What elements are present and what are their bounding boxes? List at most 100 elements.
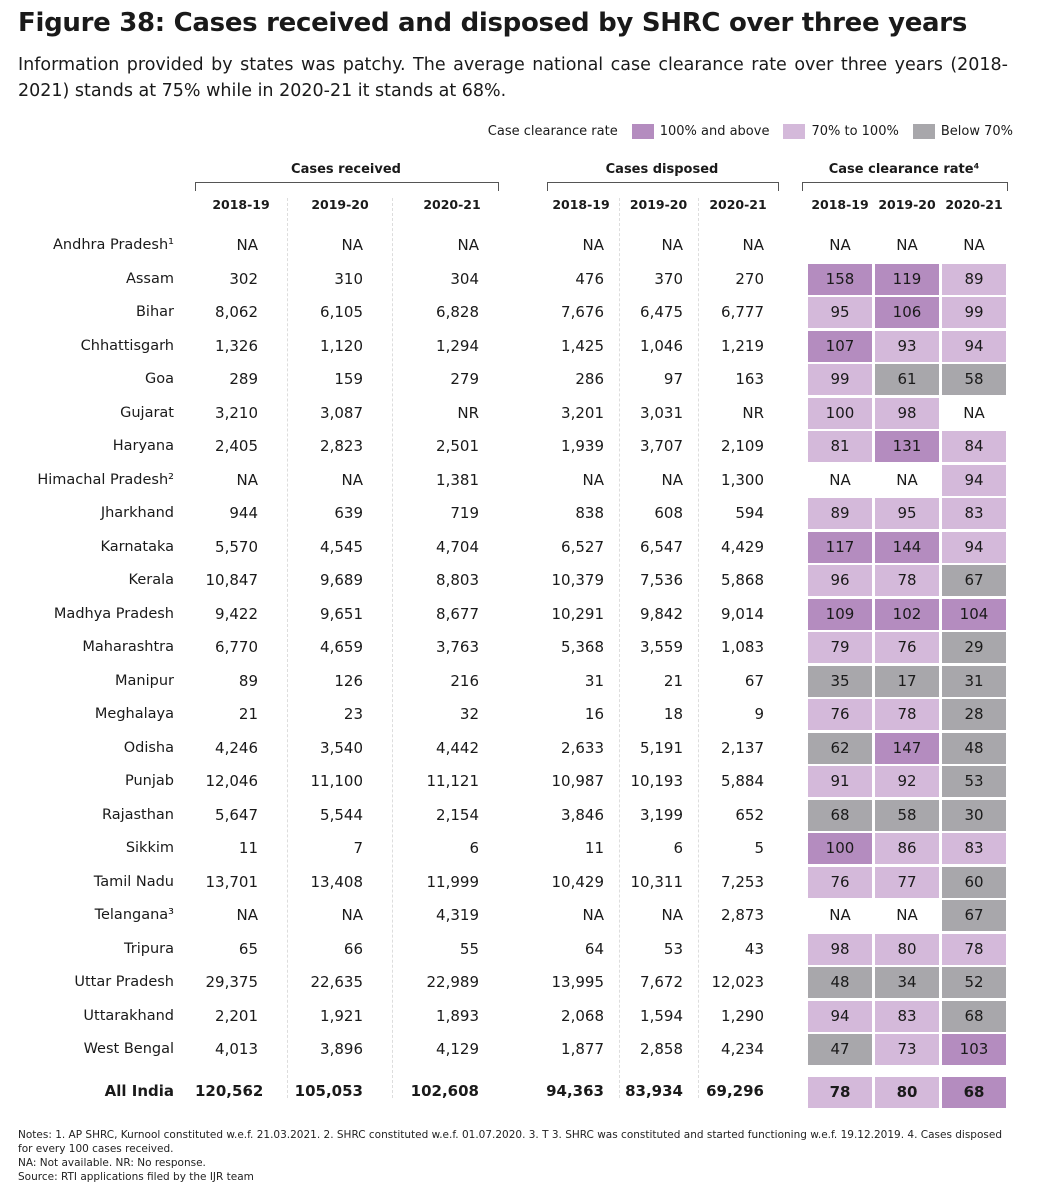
clearance-rate-cell: 107 bbox=[808, 330, 872, 362]
group-bracket bbox=[195, 182, 499, 191]
cases-received-cell: 1,893 bbox=[436, 1006, 479, 1025]
cases-received-cell: 10,847 bbox=[205, 571, 259, 589]
year-header: 2018-19 bbox=[552, 197, 610, 212]
state-name: Sikkim bbox=[125, 840, 174, 856]
year-header: 2020-21 bbox=[709, 197, 767, 212]
cases-disposed-cell: 21 bbox=[663, 671, 683, 690]
clearance-rate-cell: 117 bbox=[808, 531, 872, 563]
cases-disposed-cell: 16 bbox=[584, 705, 604, 723]
cases-disposed-cell: 1,877 bbox=[561, 1040, 604, 1058]
clearance-rate-cell: 53 bbox=[942, 766, 1006, 797]
cases-received-cell: 3,210 bbox=[215, 403, 258, 422]
clearance-rate-cell: 94 bbox=[808, 1000, 872, 1032]
clearance-rate-cell: 28 bbox=[942, 699, 1006, 730]
cases-disposed-cell: 13,995 bbox=[551, 973, 605, 991]
state-name: Uttar Pradesh bbox=[74, 974, 174, 990]
cases-disposed-cell: NA bbox=[582, 236, 604, 254]
clearance-rate-cell: 86 bbox=[875, 833, 939, 864]
clearance-rate-cell: 30 bbox=[942, 799, 1006, 831]
cases-received-cell: 55 bbox=[459, 939, 479, 958]
state-name: Gujarat bbox=[120, 404, 174, 421]
clearance-rate-cell: NA bbox=[896, 236, 918, 254]
clearance-rate-cell: 94 bbox=[942, 464, 1006, 496]
cases-disposed-cell: 1,425 bbox=[561, 336, 604, 355]
state-name: Manipur bbox=[115, 672, 174, 689]
cases-disposed-cell: 2,633 bbox=[561, 738, 604, 757]
cases-received-cell: 120,562 bbox=[195, 1082, 264, 1100]
cases-disposed-cell: 10,379 bbox=[551, 571, 605, 589]
clearance-rate-cell: 91 bbox=[808, 766, 872, 797]
legend-label-mid: 70% to 100% bbox=[811, 124, 899, 139]
cases-received-cell: 2,823 bbox=[320, 437, 363, 455]
clearance-rate-cell: 79 bbox=[808, 632, 872, 663]
clearance-rate-cell: 84 bbox=[942, 431, 1006, 462]
clearance-rate-cell: 68 bbox=[808, 799, 872, 831]
cases-received-cell: 719 bbox=[450, 504, 479, 522]
cases-received-cell: 21 bbox=[238, 705, 258, 723]
clearance-rate-cell: 144 bbox=[875, 531, 939, 563]
clearance-rate-cell: 99 bbox=[808, 364, 872, 395]
cases-disposed-cell: 53 bbox=[663, 939, 683, 958]
cases-received-cell: NA bbox=[236, 236, 258, 254]
cases-disposed-cell: 9,842 bbox=[640, 604, 683, 623]
clearance-rate-cell: 76 bbox=[808, 866, 872, 898]
clearance-rate-cell: 119 bbox=[875, 263, 939, 295]
cases-disposed-cell: 1,219 bbox=[721, 336, 764, 355]
clearance-rate-cell: 83 bbox=[875, 1000, 939, 1032]
clearance-rate-cell: 80 bbox=[875, 933, 939, 965]
cases-received-cell: 105,053 bbox=[294, 1082, 363, 1100]
cases-disposed-cell: 11 bbox=[584, 839, 604, 857]
state-name: Chhattisgarh bbox=[80, 337, 174, 354]
clearance-rate-cell: 95 bbox=[875, 498, 939, 529]
legend-label-high: 100% and above bbox=[659, 124, 770, 139]
cases-received-cell: 302 bbox=[229, 269, 258, 288]
legend-swatch-high bbox=[631, 124, 654, 139]
cases-received-cell: 3,540 bbox=[320, 738, 363, 757]
state-name: Uttarakhand bbox=[83, 1007, 174, 1024]
state-name: Rajasthan bbox=[101, 806, 174, 823]
cases-disposed-cell: NA bbox=[661, 906, 683, 924]
year-header: 2020-21 bbox=[945, 197, 1003, 212]
cases-received-cell: 6 bbox=[469, 839, 479, 857]
cases-received-cell: 4,129 bbox=[436, 1040, 479, 1058]
cases-received-cell: 4,659 bbox=[320, 638, 363, 656]
clearance-rate-cell: 102 bbox=[875, 598, 939, 630]
cases-disposed-cell: 10,193 bbox=[630, 772, 684, 790]
cases-disposed-cell: 10,987 bbox=[551, 772, 605, 790]
clearance-rate-cell: 68 bbox=[942, 1077, 1006, 1108]
cases-disposed-cell: 370 bbox=[654, 269, 683, 288]
cases-disposed-cell: 3,707 bbox=[640, 437, 683, 455]
cases-received-cell: 1,921 bbox=[320, 1006, 363, 1025]
clearance-rate-cell: NA bbox=[963, 403, 985, 422]
cases-received-cell: 2,154 bbox=[436, 805, 479, 824]
state-name: Odisha bbox=[123, 739, 174, 756]
cases-disposed-cell: 31 bbox=[584, 671, 604, 690]
cases-received-cell: 1,294 bbox=[436, 336, 479, 355]
cases-received-cell: 12,046 bbox=[205, 772, 259, 790]
cases-received-cell: 8,062 bbox=[215, 303, 258, 321]
clearance-rate-cell: 99 bbox=[942, 297, 1006, 328]
state-name: West Bengal bbox=[83, 1041, 174, 1057]
state-name: Goa bbox=[145, 371, 174, 387]
figure-title: Figure 38: Cases received and disposed b… bbox=[18, 8, 967, 38]
cases-received-cell: 3,896 bbox=[320, 1040, 363, 1058]
cases-disposed-cell: NA bbox=[661, 470, 683, 489]
clearance-rate-cell: 80 bbox=[875, 1077, 939, 1108]
year-header: 2019-20 bbox=[311, 197, 369, 212]
column-divider bbox=[392, 198, 393, 1098]
cases-disposed-cell: 69,296 bbox=[706, 1082, 764, 1100]
clearance-rate-cell: 78 bbox=[808, 1077, 872, 1108]
cases-received-cell: 9,422 bbox=[215, 604, 258, 623]
cases-received-cell: 9,651 bbox=[320, 604, 363, 623]
cases-received-cell: 2,201 bbox=[215, 1006, 258, 1025]
clearance-rate-cell: 94 bbox=[942, 330, 1006, 362]
cases-disposed-cell: 2,068 bbox=[561, 1006, 604, 1025]
cases-disposed-cell: 43 bbox=[744, 939, 764, 958]
clearance-rate-cell: 147 bbox=[875, 732, 939, 764]
cases-disposed-cell: 1,300 bbox=[721, 470, 764, 489]
state-name: Punjab bbox=[125, 773, 174, 789]
clearance-rate-cell: 83 bbox=[942, 498, 1006, 529]
column-divider bbox=[698, 198, 699, 1098]
cases-disposed-cell: NR bbox=[742, 403, 764, 422]
cases-received-cell: 159 bbox=[334, 370, 363, 388]
